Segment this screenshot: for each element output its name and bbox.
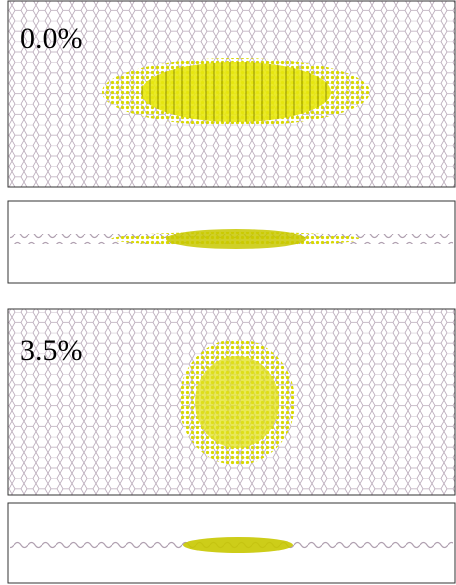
density-core bbox=[195, 356, 279, 448]
figure: 0.0% 3.5% bbox=[0, 0, 456, 585]
strain-label: 0.0% bbox=[20, 22, 83, 55]
panel-side-view bbox=[8, 503, 455, 583]
panel-side-view bbox=[8, 201, 455, 283]
density-core bbox=[141, 62, 331, 122]
panel-top-view: 3.5% bbox=[8, 309, 455, 495]
strain-label: 3.5% bbox=[20, 334, 83, 367]
panel-top-view: 0.0% bbox=[8, 1, 455, 187]
